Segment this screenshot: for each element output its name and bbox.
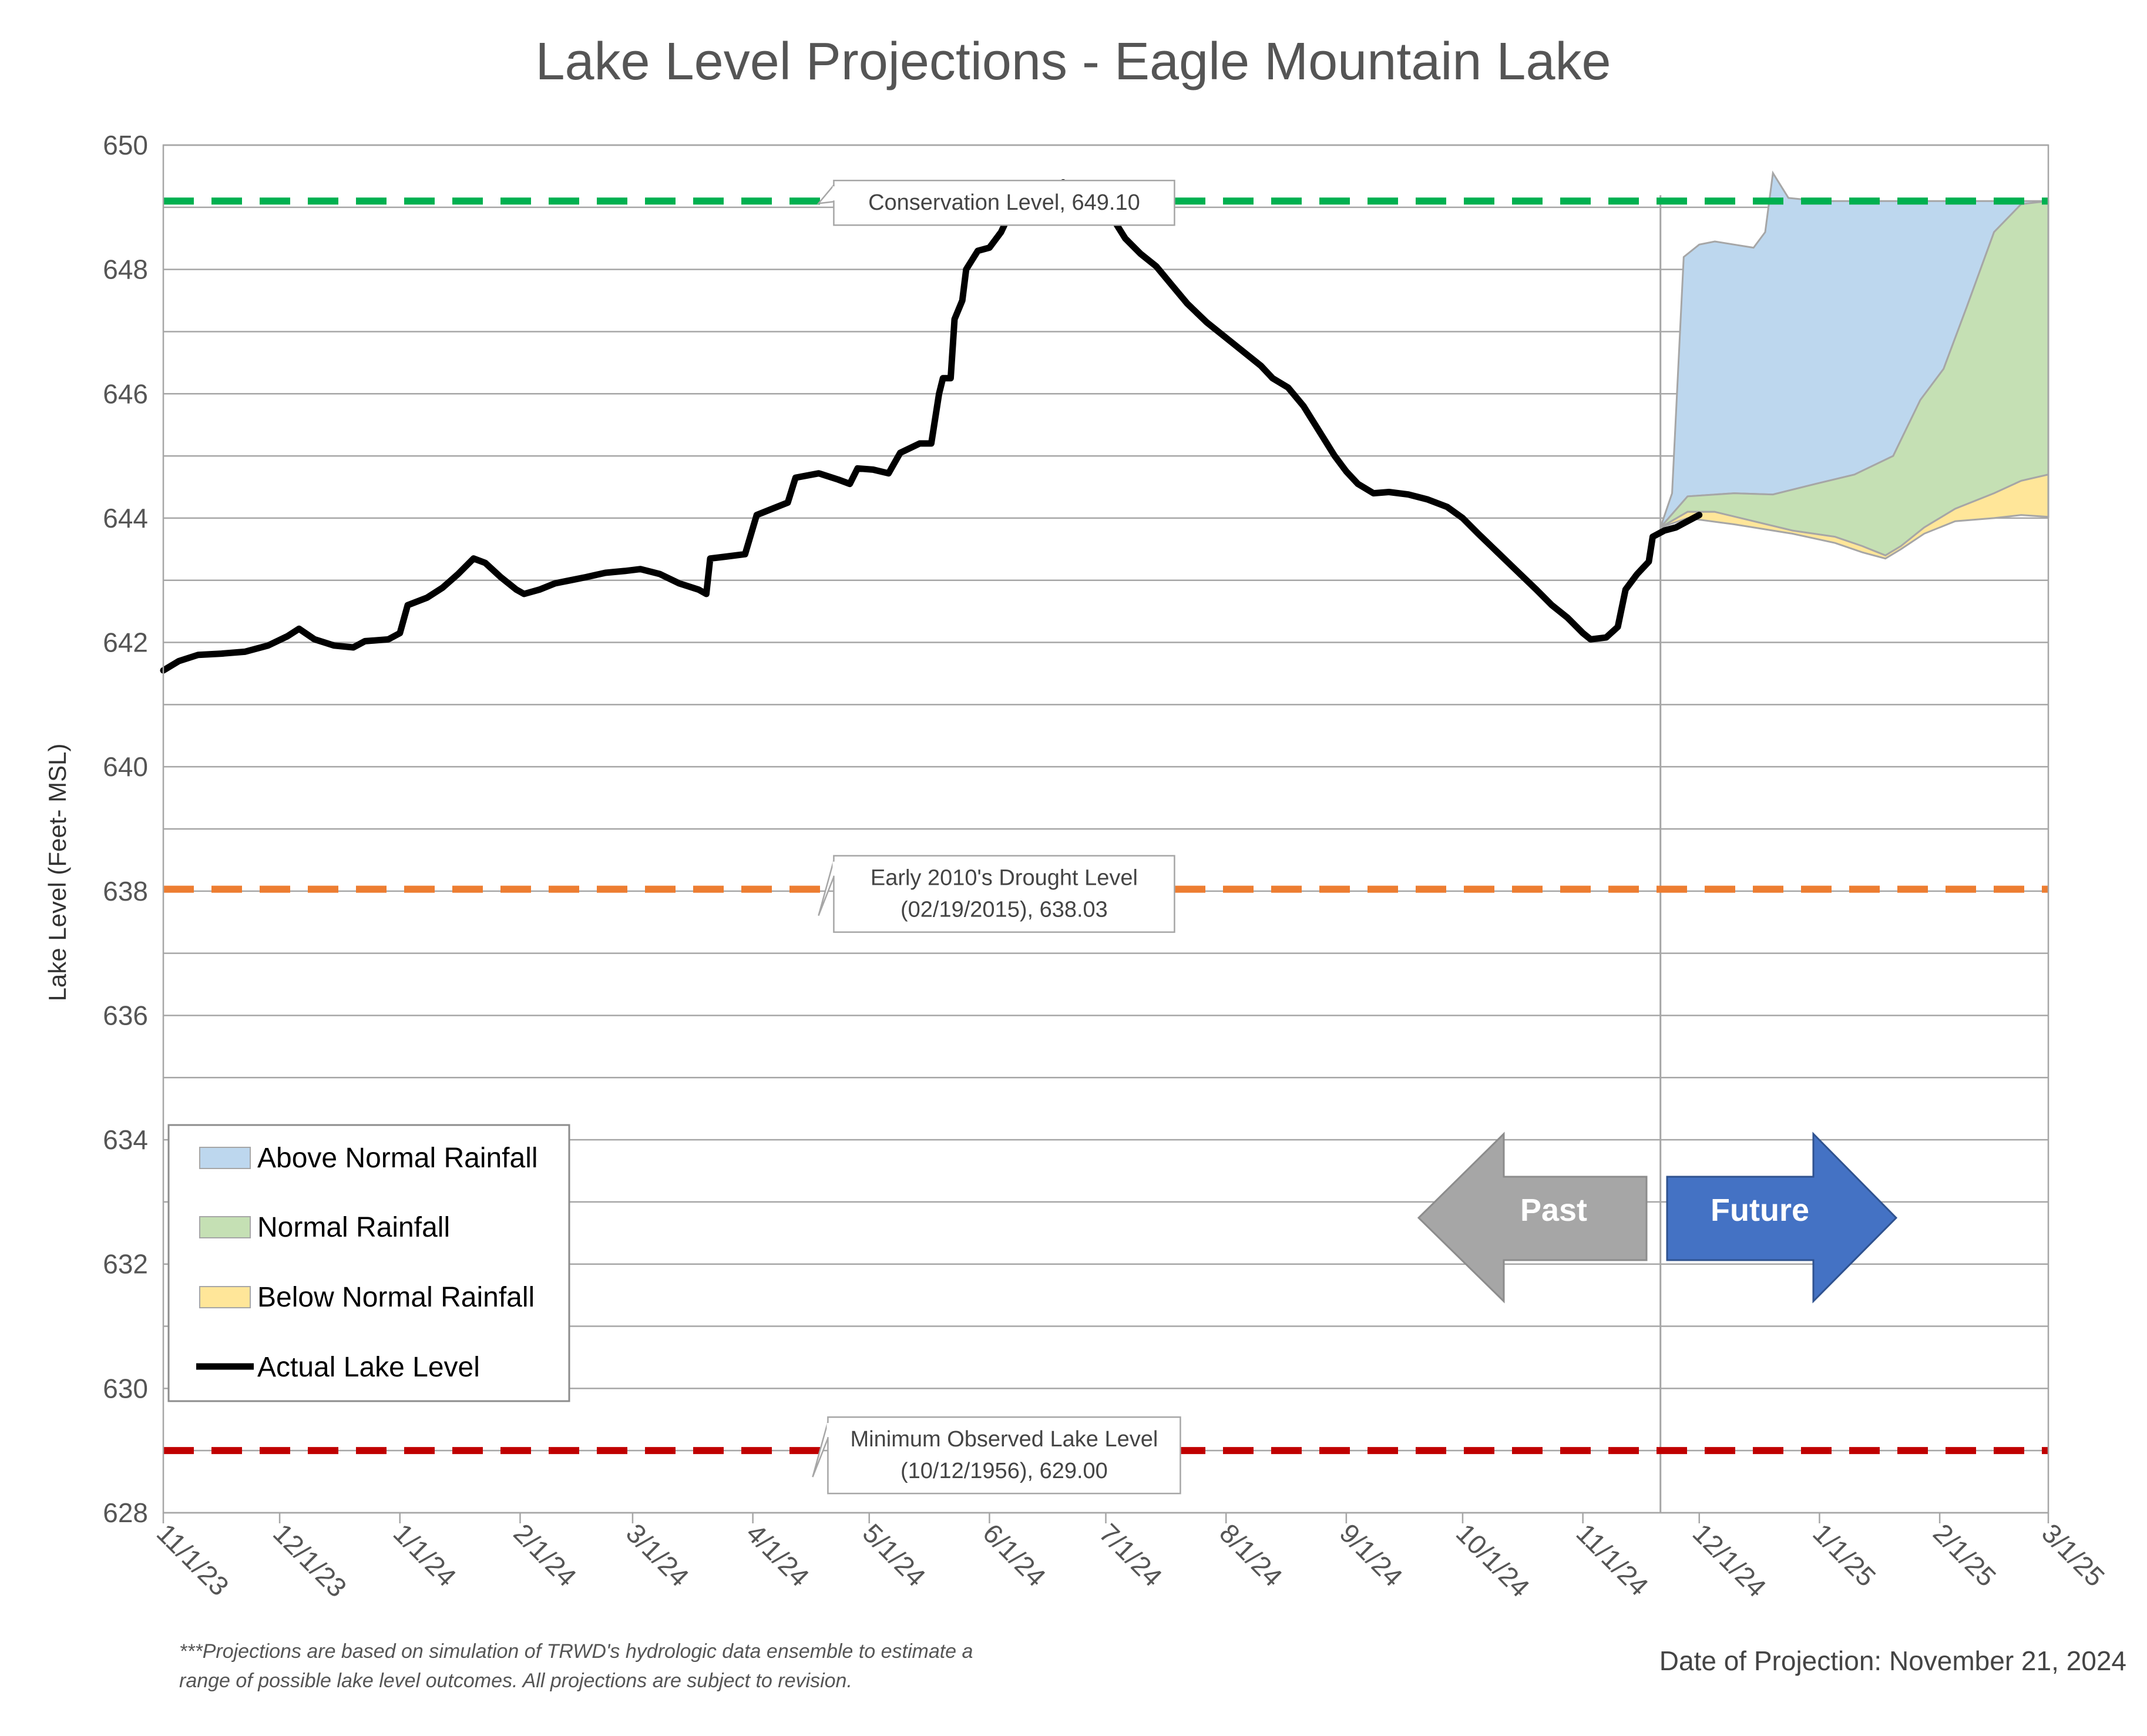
footnote-line-2: range of possible lake level outcomes. A…	[179, 1670, 852, 1692]
y-tick-label: 636	[103, 1000, 148, 1030]
y-tick-label: 646	[103, 378, 148, 409]
legend-label-actual: Actual Lake Level	[257, 1352, 480, 1383]
past-arrow: Past	[1417, 1131, 1648, 1304]
footnote-line-1: ***Projections are based on simulation o…	[179, 1640, 973, 1663]
y-tick-label: 640	[103, 751, 148, 782]
callout-pointer	[817, 184, 835, 204]
legend-label-below-normal: Below Normal Rainfall	[257, 1282, 535, 1313]
reference-annotation-1: Early 2010's Drought Level (02/19/2015), …	[818, 855, 1175, 933]
y-tick-label: 638	[103, 876, 148, 906]
legend: Above Normal Rainfall Normal Rainfall Be…	[167, 1124, 570, 1402]
actual-lake-level-line	[160, 179, 1703, 674]
reference-annotation-text: Conservation Level, 649.10	[868, 190, 1140, 215]
y-tick-label: 632	[103, 1249, 148, 1280]
callout-box	[833, 179, 1175, 226]
y-tick-label: 644	[103, 503, 148, 533]
callout-box	[833, 855, 1175, 933]
reference-annotations: Conservation Level, 649.10 Early 2010's D…	[812, 179, 1181, 1495]
reference-annotation-0: Conservation Level, 649.10	[817, 179, 1175, 226]
reference-annotation-text: (10/12/1956), 629.00	[901, 1459, 1108, 1483]
y-tick-label: 648	[103, 254, 148, 285]
y-tick-label: 642	[103, 627, 148, 658]
chart-title: Lake Level Projections - Eagle Mountain …	[535, 32, 1611, 91]
future-arrow: Future	[1666, 1131, 1898, 1304]
legend-swatch-above-normal	[199, 1147, 251, 1169]
legend-label-above-normal: Above Normal Rainfall	[257, 1143, 538, 1174]
legend-swatch-below-normal	[199, 1286, 251, 1308]
future-arrow-label: Future	[1711, 1193, 1809, 1228]
projection-date-label: Date of Projection: November 21, 2024	[1659, 1646, 2126, 1676]
legend-swatch-normal	[199, 1216, 251, 1238]
reference-annotation-text: (02/19/2015), 638.03	[901, 898, 1108, 922]
reference-annotation-2: Minimum Observed Lake Level (10/12/1956),…	[812, 1416, 1181, 1495]
reference-annotation-text: Early 2010's Drought Level	[871, 866, 1138, 891]
callout-pointer	[818, 860, 835, 916]
legend-label-normal: Normal Rainfall	[257, 1212, 450, 1243]
callout-joint	[832, 186, 836, 201]
callout-joint	[832, 861, 836, 876]
y-tick-label: 650	[103, 130, 148, 160]
y-tick-label: 634	[103, 1124, 148, 1155]
callout-box	[827, 1416, 1181, 1495]
actual-lake-level-series	[160, 179, 1703, 674]
y-tick-label: 630	[103, 1373, 148, 1403]
callout-pointer	[812, 1421, 829, 1478]
callout-joint	[826, 1423, 831, 1438]
y-axis-label: Lake Level (Feet- MSL)	[43, 744, 71, 1002]
reference-annotation-text: Minimum Observed Lake Level	[851, 1427, 1158, 1452]
past-arrow-label: Past	[1520, 1193, 1587, 1228]
y-tick-label: 628	[103, 1497, 148, 1528]
